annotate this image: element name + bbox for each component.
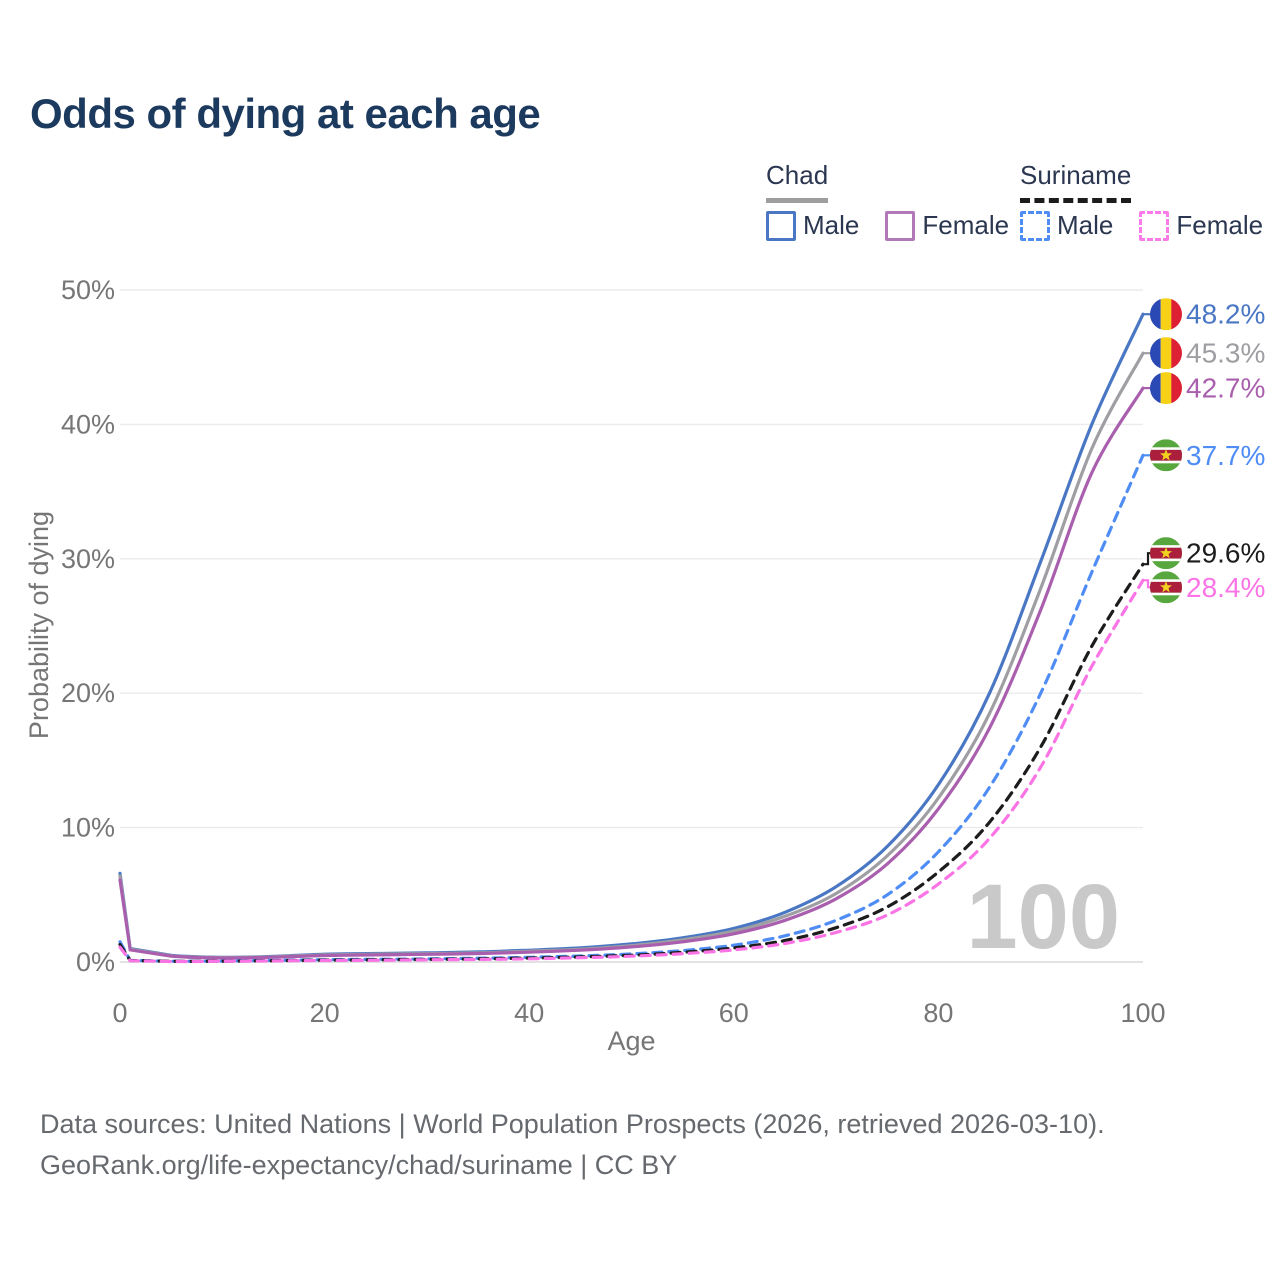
flag-chad-icon xyxy=(1150,337,1182,370)
legend-label-chad-male: Male xyxy=(803,210,860,240)
x-tick-0: 0 xyxy=(112,998,127,1028)
end-label-suriname-female: 28.4% xyxy=(1186,572,1265,603)
legend-label-chad-female: Female xyxy=(922,210,1010,240)
footer-data-sources: Data sources: United Nations | World Pop… xyxy=(40,1109,1105,1139)
series-line-suriname-female[interactable] xyxy=(118,578,1145,964)
end-label-suriname-male: 37.7% xyxy=(1186,440,1265,471)
y-tick-30: 30% xyxy=(61,544,115,574)
chad-male-swatch-icon xyxy=(766,210,796,241)
end-label-suriname-both-sexes: 29.6% xyxy=(1186,538,1265,569)
legend-header-chad[interactable]: Chad xyxy=(766,160,829,203)
end-label-chad-female: 42.7% xyxy=(1186,373,1265,404)
footer: Data sources: United Nations | World Pop… xyxy=(40,1104,1105,1186)
leader-line-suriname-both-sexes xyxy=(1143,552,1152,566)
legend-row-chad: Male Female xyxy=(766,210,1009,241)
y-tick-40: 40% xyxy=(61,409,115,439)
flag-suriname-icon xyxy=(1150,571,1182,604)
flag-chad-icon xyxy=(1150,298,1182,331)
suriname-male-swatch-icon xyxy=(1020,210,1050,241)
watermark-age-100: 100 xyxy=(967,866,1121,968)
chad-female-swatch-icon xyxy=(885,210,916,241)
x-tick-20: 20 xyxy=(310,998,340,1028)
flag-chad-icon xyxy=(1150,372,1182,405)
leader-line-suriname-female xyxy=(1143,579,1152,589)
x-tick-80: 80 xyxy=(923,998,953,1028)
legend-label-suriname-male: Male xyxy=(1057,210,1114,240)
end-label-chad-male: 48.2% xyxy=(1186,299,1265,330)
y-axis-label: Probability of dying xyxy=(24,511,54,739)
footer-attribution[interactable]: GeoRank.org/life-expectancy/chad/surinam… xyxy=(40,1150,678,1180)
legend-group-chad: Chad Male Female xyxy=(766,160,1009,241)
flag-suriname-icon xyxy=(1150,537,1182,570)
legend-header-suriname[interactable]: Suriname xyxy=(1020,160,1132,203)
legend-label-suriname-female: Female xyxy=(1176,210,1264,240)
y-tick-20: 20% xyxy=(61,678,115,708)
y-tick-10: 10% xyxy=(61,813,115,843)
flag-suriname-icon xyxy=(1150,439,1182,472)
legend-item-suriname-female[interactable]: Female xyxy=(1139,210,1263,241)
y-tick-50: 50% xyxy=(61,275,115,305)
legend-row-suriname: Male Female xyxy=(1020,210,1263,241)
legend-item-chad-female[interactable]: Female xyxy=(885,210,1009,241)
x-tick-40: 40 xyxy=(514,998,544,1028)
x-axis-label: Age xyxy=(607,1026,655,1056)
x-tick-60: 60 xyxy=(719,998,749,1028)
legend-item-chad-male[interactable]: Male xyxy=(766,210,859,241)
y-tick-0: 0% xyxy=(76,947,115,977)
suriname-female-swatch-icon xyxy=(1139,210,1170,241)
legend-item-suriname-male[interactable]: Male xyxy=(1020,210,1113,241)
end-label-chad-both-sexes: 45.3% xyxy=(1186,338,1265,369)
series-line-suriname-male[interactable] xyxy=(118,453,1145,963)
series-line-chad-male[interactable] xyxy=(118,312,1145,959)
page-title: Odds of dying at each age xyxy=(30,90,541,137)
series-line-chad-female[interactable] xyxy=(118,386,1145,960)
x-tick-100: 100 xyxy=(1120,998,1165,1028)
legend-group-suriname: Suriname Male Female xyxy=(1020,160,1263,241)
